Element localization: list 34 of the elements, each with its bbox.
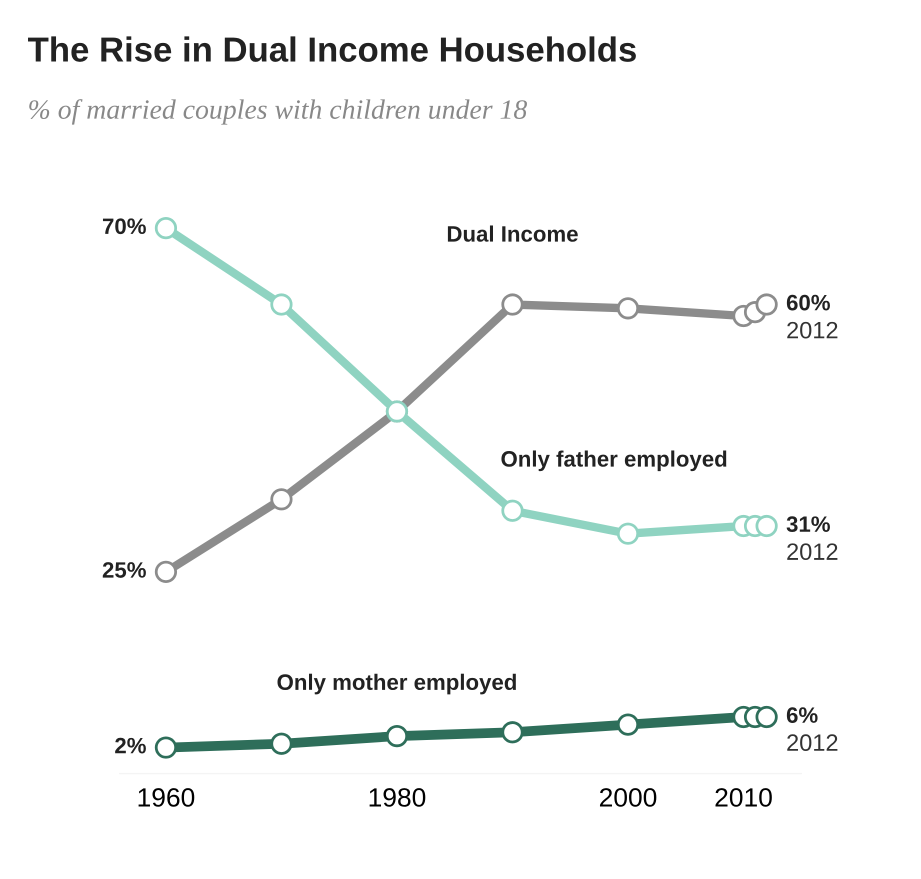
point [756, 706, 778, 728]
point [154, 560, 178, 583]
x-tick-label: 1980 [370, 788, 426, 807]
data-label: 31% [786, 516, 830, 532]
point [270, 488, 293, 510]
series-label: Only father employed [501, 450, 726, 472]
point [756, 514, 778, 538]
point [154, 217, 178, 240]
point [616, 522, 640, 545]
point [616, 714, 640, 736]
data-label: 25% [102, 562, 146, 578]
point [386, 724, 408, 748]
x-tick-label: 2000 [600, 788, 656, 807]
point [501, 721, 524, 744]
chart-title: The Rise in Dual Income Households [28, 36, 636, 62]
annotation: 2012 [787, 322, 838, 339]
annotation: 2012 [787, 543, 838, 560]
point [270, 732, 293, 755]
point [501, 293, 524, 316]
data-label: 2% [115, 738, 146, 754]
point [154, 736, 178, 759]
data-label: 70% [102, 218, 146, 234]
data-label: 60% [786, 294, 830, 310]
data-label: 6% [786, 707, 818, 723]
text: Dual Income [448, 225, 578, 242]
point [756, 293, 778, 316]
annotation: 2012 [787, 734, 838, 752]
series-label: Only mother employed [277, 674, 516, 694]
point [616, 297, 640, 320]
point [501, 500, 524, 522]
x-tick-label: 1960 [138, 788, 194, 807]
point [270, 293, 293, 316]
chart-subtitle: % of married couples with children under 18 [29, 99, 527, 125]
x-tick-label: 2010 [715, 788, 772, 807]
